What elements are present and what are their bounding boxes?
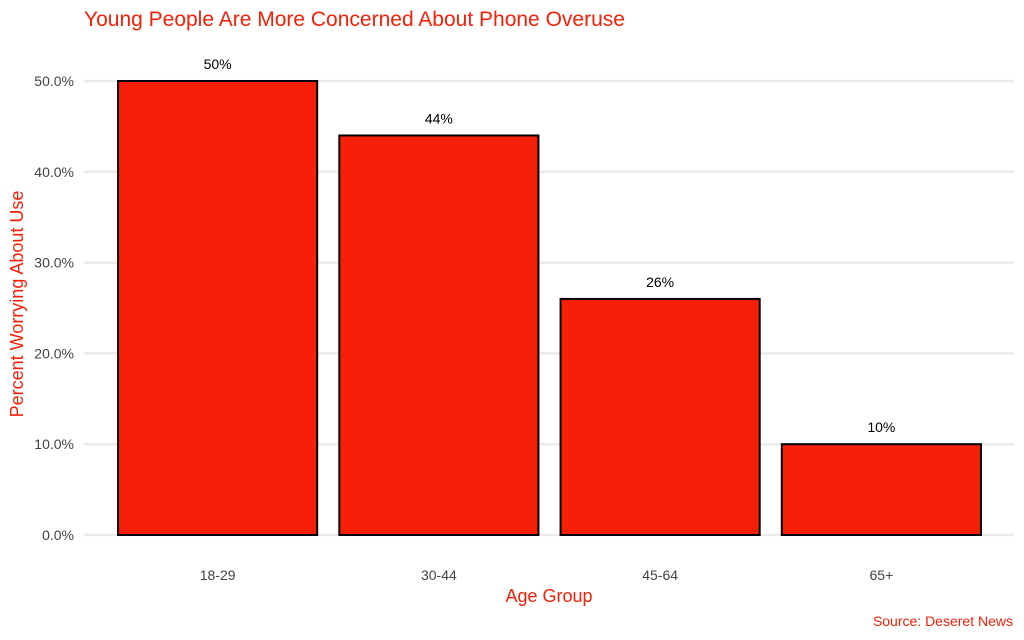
source-caption: Source: Deseret News <box>873 613 1013 629</box>
bar-30-44 <box>338 134 540 536</box>
x-tick-label: 45-64 <box>642 567 678 583</box>
data-label: 26% <box>646 274 674 290</box>
y-tick-label: 40.0% <box>34 164 74 180</box>
chart-title: Young People Are More Concerned About Ph… <box>84 8 625 31</box>
data-label: 10% <box>867 419 895 435</box>
data-label: 44% <box>425 110 453 126</box>
x-tick-label: 18-29 <box>200 567 236 583</box>
data-label: 50% <box>204 56 232 72</box>
x-axis-title: Age Group <box>505 586 592 606</box>
bar-18-29 <box>117 80 319 536</box>
y-axis-ticks: 0.0% 10.0% 20.0% 30.0% 40.0% 50.0% <box>34 73 74 543</box>
bar-65+ <box>780 443 982 537</box>
bar-45-64 <box>559 297 761 537</box>
x-axis-ticks: 18-29 30-44 45-64 65+ <box>200 567 894 583</box>
x-tick-label: 65+ <box>870 567 894 583</box>
bars <box>117 80 982 537</box>
y-tick-label: 50.0% <box>34 73 74 89</box>
y-axis-title: Percent Worrying About Use <box>7 191 27 418</box>
y-tick-label: 10.0% <box>34 436 74 452</box>
y-tick-label: 0.0% <box>42 527 74 543</box>
y-tick-label: 20.0% <box>34 345 74 361</box>
data-labels: 50% 44% 26% 10% <box>204 56 896 435</box>
y-tick-label: 30.0% <box>34 255 74 271</box>
x-tick-label: 30-44 <box>421 567 457 583</box>
